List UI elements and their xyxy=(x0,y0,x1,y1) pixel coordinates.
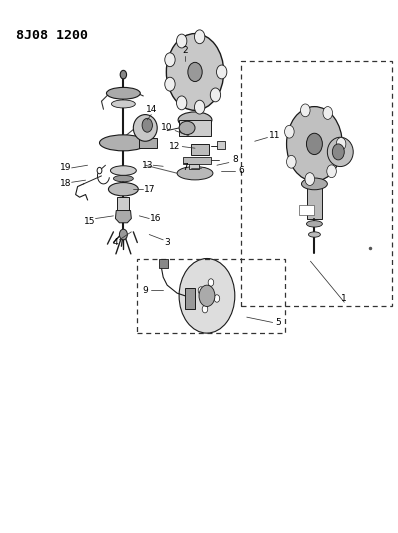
Ellipse shape xyxy=(306,221,322,227)
Text: 2: 2 xyxy=(182,46,188,55)
Circle shape xyxy=(287,155,296,168)
Circle shape xyxy=(97,167,102,174)
Circle shape xyxy=(214,295,220,302)
Text: 17: 17 xyxy=(144,185,155,193)
Circle shape xyxy=(179,259,235,333)
Bar xyxy=(307,184,322,219)
Text: 5: 5 xyxy=(276,318,281,327)
Text: 11: 11 xyxy=(269,132,280,140)
Circle shape xyxy=(305,173,314,185)
Ellipse shape xyxy=(100,135,147,151)
Circle shape xyxy=(165,53,175,67)
Bar xyxy=(139,138,157,148)
Ellipse shape xyxy=(108,182,139,196)
Ellipse shape xyxy=(178,112,212,128)
Circle shape xyxy=(176,34,187,48)
Text: 12: 12 xyxy=(170,142,181,151)
Circle shape xyxy=(208,279,214,286)
Circle shape xyxy=(332,144,344,160)
Circle shape xyxy=(198,287,204,294)
Text: 15: 15 xyxy=(84,217,95,225)
Bar xyxy=(217,141,225,149)
Text: 4: 4 xyxy=(113,238,118,247)
Circle shape xyxy=(210,88,220,102)
Circle shape xyxy=(199,285,215,306)
Text: 6: 6 xyxy=(238,166,244,175)
Circle shape xyxy=(177,96,187,110)
Bar xyxy=(298,205,314,215)
Circle shape xyxy=(142,118,152,132)
Bar xyxy=(117,197,129,211)
Circle shape xyxy=(188,62,202,82)
Text: 8J08 1200: 8J08 1200 xyxy=(16,29,88,42)
Ellipse shape xyxy=(302,178,327,190)
Circle shape xyxy=(120,70,127,79)
Text: 3: 3 xyxy=(164,238,170,247)
Ellipse shape xyxy=(110,166,136,175)
Polygon shape xyxy=(115,211,131,223)
Circle shape xyxy=(300,104,310,117)
Text: 1: 1 xyxy=(341,294,347,303)
Text: 16: 16 xyxy=(150,214,161,223)
Circle shape xyxy=(306,133,322,155)
Bar xyxy=(191,144,209,155)
Bar xyxy=(179,120,211,136)
Circle shape xyxy=(285,125,294,138)
Text: 8: 8 xyxy=(232,156,238,164)
Circle shape xyxy=(323,107,333,119)
Bar xyxy=(185,288,195,309)
Circle shape xyxy=(195,100,205,114)
Text: 19: 19 xyxy=(60,164,71,172)
Circle shape xyxy=(165,77,175,91)
Text: 9: 9 xyxy=(142,286,148,295)
Ellipse shape xyxy=(308,232,320,237)
Bar xyxy=(189,164,199,169)
Circle shape xyxy=(327,165,336,177)
Ellipse shape xyxy=(327,137,353,166)
Text: 7: 7 xyxy=(182,164,188,172)
Text: 14: 14 xyxy=(146,105,157,114)
Ellipse shape xyxy=(111,100,135,108)
Ellipse shape xyxy=(133,115,157,141)
Bar xyxy=(159,259,168,268)
Circle shape xyxy=(195,30,205,44)
Ellipse shape xyxy=(179,122,195,135)
Text: 13: 13 xyxy=(142,161,153,169)
Text: 10: 10 xyxy=(162,124,173,132)
Ellipse shape xyxy=(177,166,213,180)
Circle shape xyxy=(287,107,342,181)
Bar xyxy=(241,61,392,306)
Ellipse shape xyxy=(113,175,133,182)
Circle shape xyxy=(336,138,346,150)
Circle shape xyxy=(119,229,127,240)
Ellipse shape xyxy=(106,87,140,99)
Bar xyxy=(137,259,285,333)
Circle shape xyxy=(202,305,208,313)
Circle shape xyxy=(217,65,227,79)
Text: 18: 18 xyxy=(60,180,71,188)
Bar xyxy=(183,157,211,164)
Circle shape xyxy=(166,34,224,110)
